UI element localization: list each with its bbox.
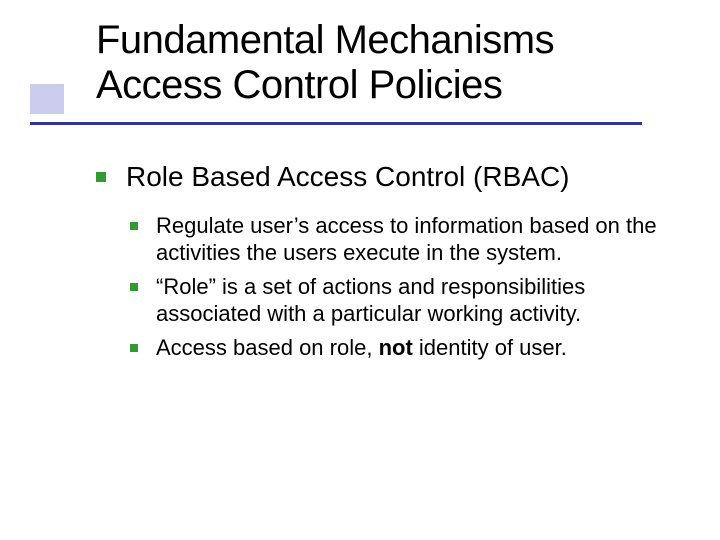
level2-text: Regulate user’s access to information ba… <box>156 213 657 266</box>
level2-text-post: identity of user. <box>413 335 567 360</box>
level1-text: Role Based Access Control (RBAC) <box>126 161 570 192</box>
square-bullet-icon <box>130 222 138 230</box>
square-bullet-icon <box>130 344 138 352</box>
level2-text: Access based on role, not identity of us… <box>156 335 567 360</box>
bullet-level2: Access based on role, not identity of us… <box>130 334 666 362</box>
bullet-level2: Regulate user’s access to information ba… <box>130 212 666 267</box>
title-line-1: Fundamental Mechanisms <box>96 18 554 62</box>
square-bullet-icon <box>130 283 138 291</box>
body-content: Role Based Access Control (RBAC) Regulat… <box>96 160 666 367</box>
level2-text-bold: not <box>379 335 413 360</box>
level2-text: “Role” is a set of actions and responsib… <box>156 274 585 327</box>
level2-text-pre: Access based on role, <box>156 335 379 360</box>
bullet-level2: “Role” is a set of actions and responsib… <box>130 273 666 328</box>
slide: Fundamental Mechanisms Access Control Po… <box>0 0 720 540</box>
title-underline <box>30 122 642 125</box>
square-bullet-icon <box>96 172 106 182</box>
title-accent-box <box>30 84 64 114</box>
slide-title: Fundamental Mechanisms Access Control Po… <box>96 18 660 108</box>
title-line-2: Access Control Policies <box>96 63 502 107</box>
title-block: Fundamental Mechanisms Access Control Po… <box>30 18 660 108</box>
bullet-level1: Role Based Access Control (RBAC) <box>96 160 666 194</box>
